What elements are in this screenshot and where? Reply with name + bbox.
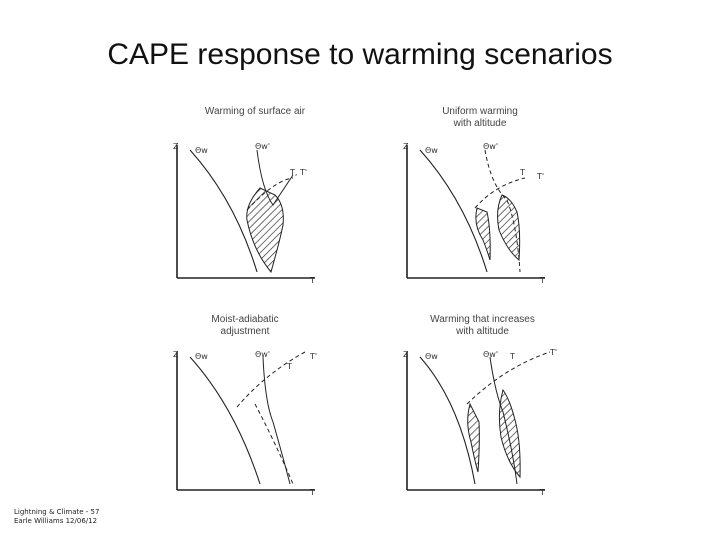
slide-footer: Lightning & Climate - 57 Earle Williams … — [14, 508, 99, 526]
t-t-prime-label: T, T' — [290, 168, 308, 177]
cape-hatch-left — [475, 207, 491, 261]
theta-w-prime-label: Θw' — [255, 350, 271, 359]
theta-w-label: Θw — [425, 146, 438, 155]
panel-title: Warming that increases with altitude — [430, 314, 535, 337]
t-label: T — [520, 168, 525, 177]
theta-w-label: Θw — [195, 352, 208, 361]
panel-warming-surface-air: Warming of surface air Z Θw Θw' T, T' T — [165, 100, 365, 310]
z-label: Z — [173, 350, 179, 359]
slide-title: CAPE response to warming scenarios — [107, 38, 613, 71]
theta-w-prime-label: Θw' — [255, 142, 271, 151]
panel-warming-increasing-altitude: Warming that increases with altitude Z Θ… — [395, 312, 595, 522]
temperature-curve — [474, 177, 526, 209]
cape-hatch — [246, 187, 284, 274]
t-axis-label: T — [540, 488, 545, 497]
z-label: Z — [403, 142, 409, 151]
diagram-uniform-warming — [406, 145, 545, 279]
theta-w-curve — [189, 149, 258, 273]
diagram-warming-surface-air — [176, 145, 315, 279]
cape-hatch-right — [497, 194, 521, 262]
theta-w-curve — [419, 356, 476, 485]
diagram-warming-increasing-altitude — [406, 351, 551, 491]
t-axis-label: T — [540, 276, 545, 285]
panel-title: Warming of surface air — [204, 106, 306, 117]
t-axis-label: T — [310, 488, 315, 497]
t-prime-label: T' — [537, 172, 545, 181]
t-axis-label: T — [310, 276, 315, 285]
panel-uniform-warming: Uniform warming with altitude Z Θw Θw' T… — [395, 100, 595, 310]
cape-hatch-right — [498, 388, 521, 479]
theta-w-prime-label: Θw' — [483, 350, 499, 359]
panel-title: Uniform warming with altitude — [442, 106, 518, 129]
theta-w-curve — [419, 149, 488, 273]
t-prime-label: T' — [310, 352, 318, 361]
t-label: T — [287, 362, 292, 371]
footer-line-2: Earle Williams 12/06/12 — [14, 517, 98, 525]
theta-w-prime-label: Θw' — [483, 142, 499, 151]
z-label: Z — [173, 142, 179, 151]
t-prime-label: T' — [550, 348, 558, 357]
cape-hatch-left — [467, 402, 480, 473]
z-label: Z — [403, 350, 409, 359]
diagram-moist-adiabatic — [176, 351, 315, 491]
t-label: T — [510, 352, 515, 361]
temperature-curve — [466, 351, 551, 405]
footer-line-1: Lightning & Climate - 57 — [14, 508, 100, 516]
theta-w-prime-curve — [262, 356, 291, 485]
theta-w-curve — [189, 356, 261, 485]
theta-w-label: Θw — [195, 146, 208, 155]
panel-moist-adiabatic: Moist-adiabatic adjustment Z Θw Θw' T T'… — [165, 312, 365, 522]
temperature-curve — [236, 351, 306, 408]
theta-w-label: Θw — [425, 352, 438, 361]
panel-title: Moist-adiabatic adjustment — [211, 314, 279, 337]
adjusted-curve — [254, 403, 294, 485]
